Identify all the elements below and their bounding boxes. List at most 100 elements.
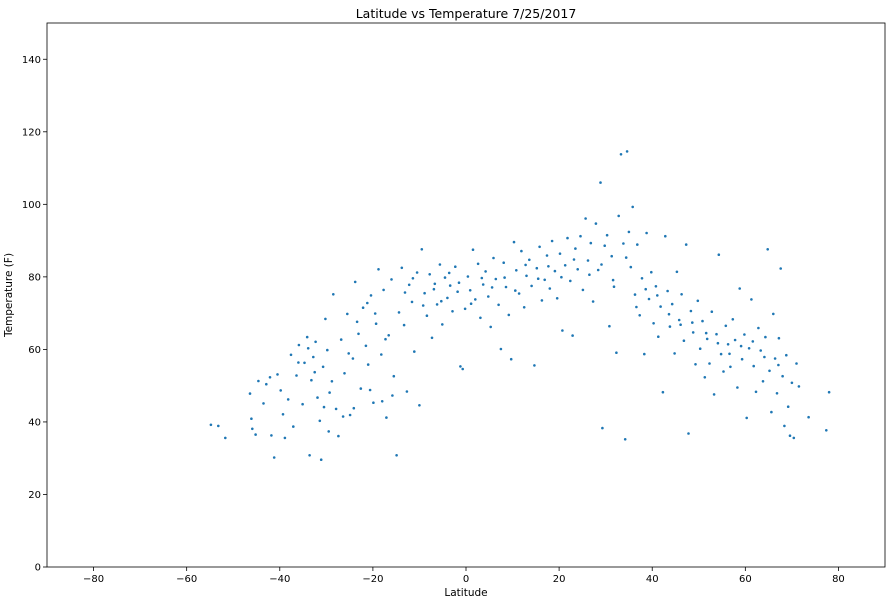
data-point (719, 352, 723, 356)
data-point (627, 230, 631, 234)
data-point (624, 256, 628, 259)
data-point (382, 288, 385, 292)
data-point (733, 338, 737, 342)
data-point (536, 277, 540, 281)
data-point (276, 373, 279, 376)
data-point (584, 217, 587, 220)
data-point (747, 347, 751, 350)
data-point (283, 436, 287, 440)
data-point (369, 294, 373, 297)
data-point (540, 299, 544, 302)
data-point (348, 413, 352, 417)
data-point (432, 287, 436, 291)
data-point (795, 362, 798, 365)
data-point (647, 297, 651, 301)
data-point (321, 365, 325, 369)
y-axis: 0 20 40 60 80 100 120 140 (22, 55, 47, 574)
data-point (591, 300, 595, 303)
data-point (440, 299, 443, 303)
data-point (785, 353, 788, 357)
data-point (481, 283, 485, 286)
data-point (297, 343, 301, 347)
data-point (617, 214, 620, 218)
data-point (490, 286, 494, 289)
data-point (463, 307, 467, 311)
data-point (588, 273, 591, 277)
data-point (292, 425, 295, 428)
data-point (308, 454, 311, 457)
data-point (619, 153, 623, 156)
data-point (599, 181, 602, 184)
data-point (704, 331, 708, 335)
data-point (715, 332, 718, 336)
data-point (757, 326, 760, 330)
data-point (629, 265, 633, 269)
data-point (596, 268, 600, 272)
data-point (645, 231, 648, 235)
data-point (248, 392, 252, 395)
data-point (522, 306, 526, 309)
data-point (515, 269, 518, 272)
data-point (364, 344, 368, 348)
data-point (397, 311, 401, 314)
data-point (761, 380, 765, 383)
data-point (499, 347, 503, 351)
data-point (334, 407, 338, 411)
data-point (623, 438, 627, 441)
data-point (433, 282, 437, 286)
data-point (571, 334, 574, 337)
y-tick-label: 20 (28, 490, 41, 501)
data-point (339, 338, 343, 341)
data-point (759, 349, 762, 352)
data-point (586, 259, 590, 262)
data-point (447, 271, 451, 275)
data-point (636, 243, 639, 246)
data-point (684, 243, 688, 246)
data-point (657, 335, 660, 339)
data-point (579, 234, 582, 238)
data-point (468, 289, 472, 292)
data-point (373, 312, 377, 315)
data-point (728, 352, 731, 356)
data-point (750, 298, 753, 301)
data-point (560, 275, 563, 279)
data-point (268, 376, 272, 379)
data-point (428, 273, 432, 276)
data-point (545, 254, 549, 257)
data-point (691, 321, 694, 324)
data-point (781, 374, 784, 378)
data-point (548, 287, 552, 290)
data-point (661, 390, 665, 394)
data-point (664, 234, 667, 238)
data-point (705, 337, 709, 341)
data-point (650, 270, 653, 274)
data-point (494, 277, 498, 281)
y-axis-label: Temperature (F) (3, 253, 15, 338)
x-tick-label: 80 (832, 574, 845, 585)
data-point (701, 319, 704, 323)
data-point (503, 276, 506, 279)
data-point (716, 341, 720, 345)
data-point (520, 249, 523, 253)
data-point (456, 290, 459, 294)
data-point (390, 278, 393, 281)
data-point (687, 432, 690, 435)
data-point (635, 305, 638, 309)
data-point (326, 348, 329, 352)
data-point (509, 357, 513, 361)
data-point (608, 324, 611, 328)
data-point (652, 322, 655, 325)
data-point (413, 350, 416, 353)
data-point (754, 390, 758, 394)
data-point (644, 287, 647, 291)
data-point (262, 402, 265, 405)
data-point (703, 376, 707, 379)
data-point (538, 245, 541, 249)
data-point (600, 263, 603, 266)
data-point (361, 306, 365, 310)
data-point (689, 309, 693, 313)
data-point (751, 340, 755, 343)
data-point (347, 352, 351, 355)
data-point (779, 267, 782, 270)
data-point (745, 416, 748, 420)
